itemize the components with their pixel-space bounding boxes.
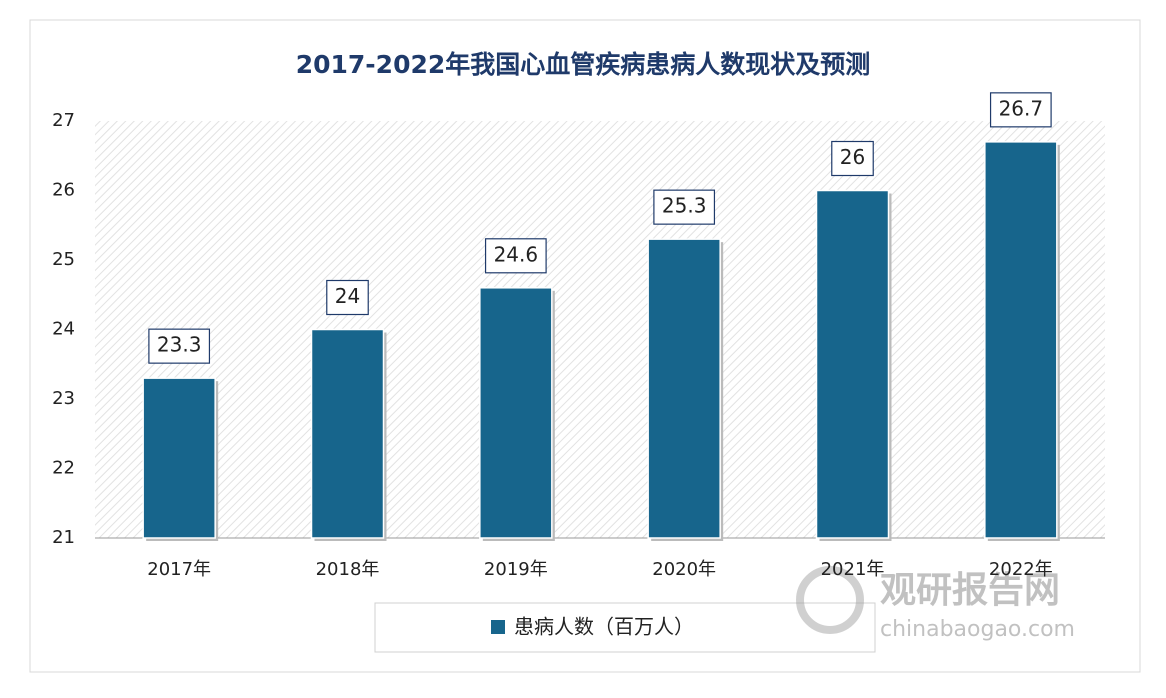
y-tick-label: 27 bbox=[52, 110, 75, 131]
x-tick-label: 2022年 bbox=[989, 559, 1053, 580]
watermark: 观研报告网 chinabaogao.com bbox=[796, 566, 1075, 642]
data-label: 24.6 bbox=[494, 242, 539, 266]
data-label-box bbox=[989, 92, 1052, 128]
bar bbox=[815, 189, 890, 539]
plot-area bbox=[95, 121, 1105, 538]
x-tick-label: 2020年 bbox=[652, 559, 716, 580]
data-label: 26 bbox=[840, 145, 865, 169]
data-label-box bbox=[326, 279, 369, 316]
x-tick-label: 2017年 bbox=[147, 559, 211, 580]
y-tick-label: 26 bbox=[52, 180, 75, 201]
legend-label: 患病人数（百万人） bbox=[514, 615, 694, 639]
data-label: 26.7 bbox=[999, 96, 1044, 120]
data-label: 24 bbox=[335, 284, 360, 308]
data-label-box bbox=[148, 328, 211, 364]
bar bbox=[142, 377, 216, 539]
data-label: 23.3 bbox=[157, 333, 202, 357]
legend-swatch bbox=[491, 620, 505, 634]
y-tick-label: 24 bbox=[52, 319, 75, 340]
y-tick-label: 22 bbox=[52, 458, 75, 479]
chart-title: 2017-2022年我国心血管疾病患病人数现状及预测 bbox=[296, 50, 871, 79]
bar bbox=[310, 328, 385, 539]
bar bbox=[984, 141, 1058, 539]
x-tick-label: 2021年 bbox=[821, 559, 885, 580]
watermark-url: chinabaogao.com bbox=[880, 617, 1075, 642]
y-tick-label: 23 bbox=[52, 388, 75, 409]
x-tick-label: 2019年 bbox=[484, 559, 548, 580]
data-label-box bbox=[653, 189, 716, 225]
bar bbox=[479, 287, 553, 539]
watermark-logo bbox=[796, 566, 864, 634]
y-tick-label: 25 bbox=[52, 249, 75, 270]
data-label-box bbox=[831, 140, 874, 177]
y-tick-label: 21 bbox=[52, 527, 75, 548]
data-label: 25.3 bbox=[662, 194, 707, 218]
legend-box bbox=[374, 602, 876, 653]
data-label-box bbox=[484, 238, 547, 274]
watermark-brand: 观研报告网 bbox=[880, 570, 1060, 611]
bar bbox=[647, 238, 721, 539]
x-tick-label: 2018年 bbox=[316, 559, 380, 580]
